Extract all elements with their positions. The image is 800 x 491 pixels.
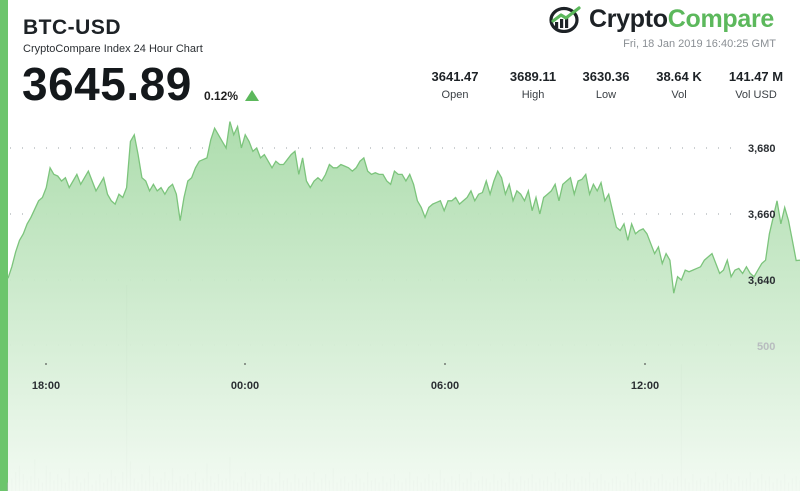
x-tick-mark xyxy=(444,363,446,365)
x-tick-label: 00:00 xyxy=(231,380,259,392)
stat-open: 3641.47 Open xyxy=(420,69,490,101)
volume-tick-label: 500 xyxy=(757,341,775,353)
stat-label: Low xyxy=(595,89,617,101)
stat-value: 38.64 K xyxy=(656,69,702,84)
price-change-percent: 0.12% xyxy=(204,89,239,103)
chart-subtitle: CryptoCompare Index 24 Hour Chart xyxy=(23,43,203,55)
left-accent-bar xyxy=(0,0,8,491)
stat-value: 3641.47 xyxy=(431,69,479,84)
stat-vol: 38.64 K Vol xyxy=(644,69,714,101)
x-tick-mark xyxy=(45,363,47,365)
stat-value: 3689.11 xyxy=(509,69,557,84)
y-tick-label: 3,640 xyxy=(748,275,776,287)
x-tick-label: 18:00 xyxy=(32,380,60,392)
stat-value: 3630.36 xyxy=(582,69,630,84)
y-tick-label: 3,660 xyxy=(748,209,776,221)
x-tick-label: 06:00 xyxy=(431,380,459,392)
stat-vol-usd: 141.47 M Vol USD xyxy=(721,69,791,101)
triangle-up-icon xyxy=(245,90,259,101)
price-line xyxy=(7,121,800,294)
cryptocompare-logo[interactable]: CryptoCompare xyxy=(549,4,774,34)
timestamp: Fri, 18 Jan 2019 16:40:25 GMT xyxy=(623,38,776,50)
logo-text-part1: Crypto xyxy=(589,4,668,33)
stat-label: Vol xyxy=(671,89,687,101)
stat-low: 3630.36 Low xyxy=(571,69,641,101)
stat-value: 141.47 M xyxy=(728,69,784,84)
logo-text-part2: Compare xyxy=(667,4,775,33)
price-area xyxy=(7,121,800,491)
pair-title: BTC-USD xyxy=(23,16,121,39)
chart-line-icon xyxy=(549,6,581,33)
axes: 3,680 3,660 3,640 500 18:00 00:00 06:00 12:00 xyxy=(32,143,776,392)
current-price: 3645.89 xyxy=(22,58,192,110)
y-tick-label: 3,680 xyxy=(748,143,776,155)
stat-high: 3689.11 High xyxy=(498,69,568,101)
x-tick-label: 12:00 xyxy=(631,380,659,392)
stat-label: Vol USD xyxy=(735,89,777,101)
x-tick-mark xyxy=(644,363,646,365)
stat-label: Open xyxy=(441,89,469,101)
stats-panel: 3641.47 Open 3689.11 High 3630.36 Low 38… xyxy=(420,69,790,109)
x-tick-mark xyxy=(244,363,246,365)
price-area-fill xyxy=(8,121,800,491)
stat-label: High xyxy=(521,89,545,101)
logo-wordmark: CryptoCompare xyxy=(589,5,774,34)
